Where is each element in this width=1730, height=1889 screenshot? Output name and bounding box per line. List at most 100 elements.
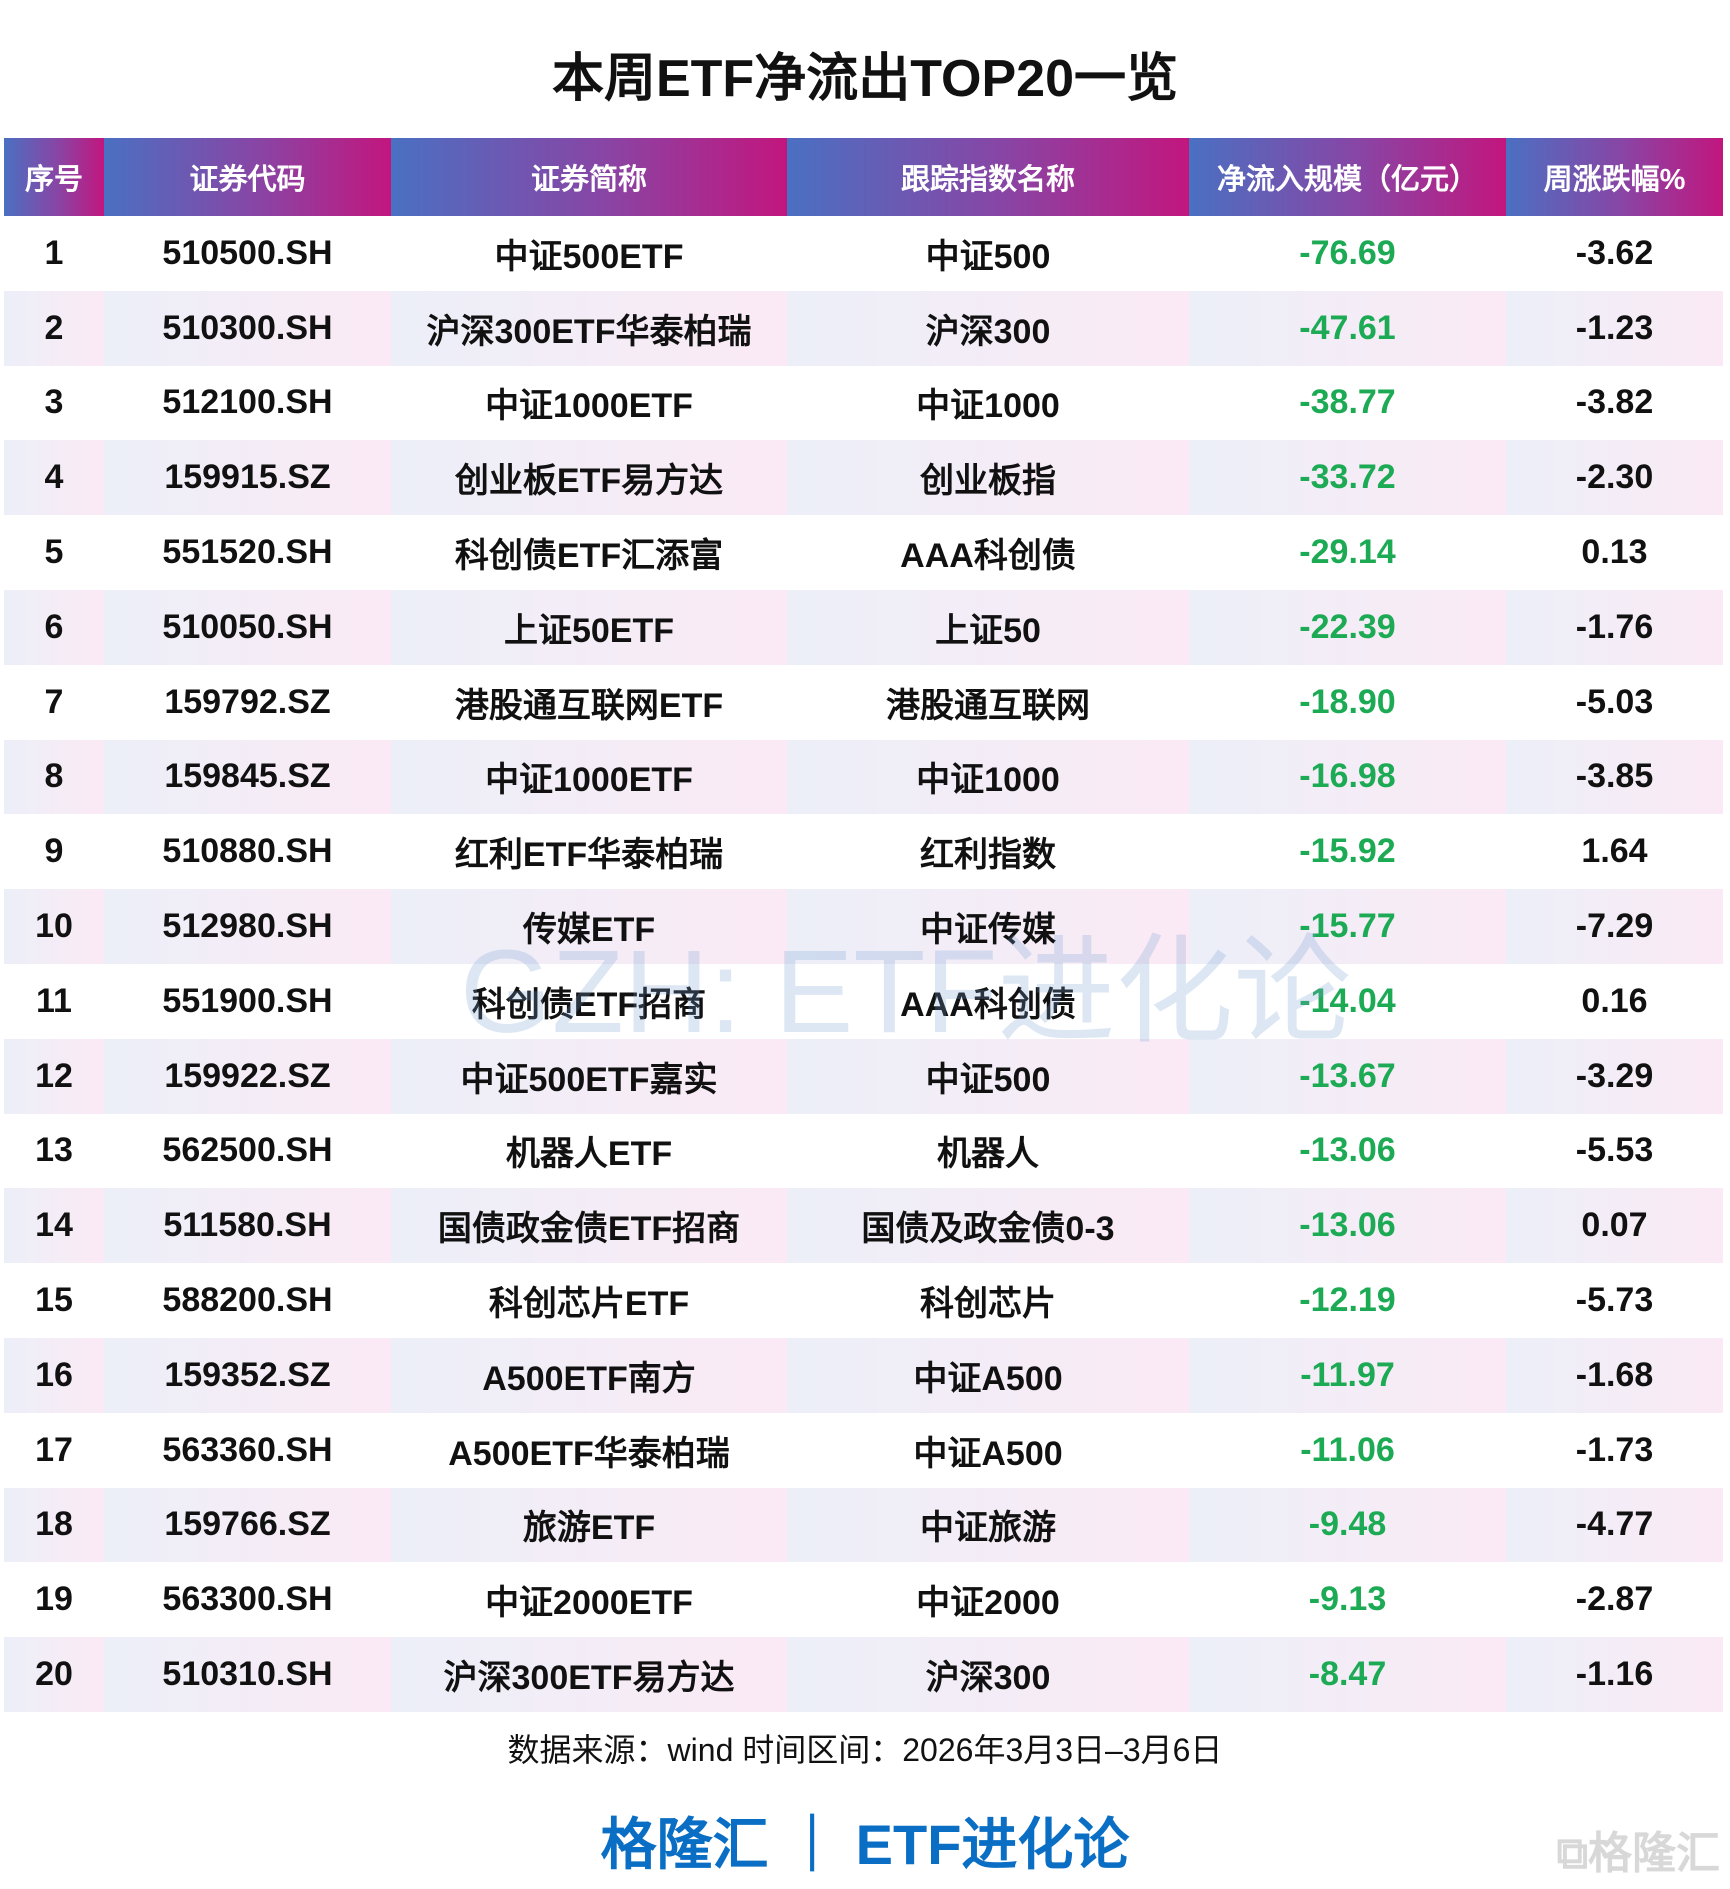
col-code-cell: 562500.SH xyxy=(162,1131,333,1170)
col-net-flow-cell: -15.92 xyxy=(1299,832,1396,871)
col-net-flow-cell: -11.06 xyxy=(1300,1430,1395,1469)
col-code-cell: 159766.SZ xyxy=(104,1487,391,1563)
col-net-flow-cell: -16.98 xyxy=(1189,739,1506,815)
col-index-cell: 2 xyxy=(4,290,104,366)
col-weekly-change-cell: -5.03 xyxy=(1575,682,1654,721)
col-index-name-cell: 科创芯片 xyxy=(920,1285,1056,1324)
col-weekly-change-cell: -1.16 xyxy=(1506,1637,1723,1712)
col-code-cell: 512100.SH xyxy=(162,383,333,422)
header-col-index: 序号 xyxy=(4,138,104,216)
col-name-cell: 科创芯片ETF xyxy=(488,1285,690,1324)
col-index-name-cell: 沪深300 xyxy=(787,1637,1189,1712)
col-code-cell: 551900.SH xyxy=(162,981,333,1020)
col-net-flow-cell: -13.06 xyxy=(1189,1188,1506,1264)
col-index-name-cell: 中证2000 xyxy=(916,1584,1060,1623)
table-row: 16 159352.SZ A500ETF南方 中证A500 -11.97 -1.68 xyxy=(4,1337,1723,1413)
col-index-cell: 19 xyxy=(35,1580,73,1619)
col-net-flow-cell: -76.69 xyxy=(1299,233,1396,272)
col-net-flow-cell: -15.77 xyxy=(1189,889,1506,964)
col-index-cell: 5 xyxy=(44,533,64,572)
col-code-cell: 159352.SZ xyxy=(104,1337,391,1413)
col-index-cell: 15 xyxy=(35,1281,73,1320)
col-index-name-cell: AAA科创债 xyxy=(900,537,1076,576)
col-weekly-change-cell: -3.62 xyxy=(1575,233,1654,272)
col-index-name-cell: 中证1000 xyxy=(787,739,1189,815)
col-name-cell: 国债政金债ETF招商 xyxy=(391,1188,787,1264)
table-row: 18 159766.SZ 旅游ETF 中证旅游 -9.48 -4.77 xyxy=(4,1487,1723,1563)
col-code-cell: 588200.SH xyxy=(162,1281,333,1320)
col-net-flow-cell: -9.13 xyxy=(1308,1580,1387,1619)
col-code-cell: 159922.SZ xyxy=(104,1038,391,1114)
col-index-cell: 20 xyxy=(4,1637,104,1712)
col-index-cell: 3 xyxy=(44,383,64,422)
table-row: 12 159922.SZ 中证500ETF嘉实 中证500 -13.67 -3.29 xyxy=(4,1038,1723,1114)
col-index-cell: 18 xyxy=(4,1487,104,1563)
col-net-flow-cell: -12.19 xyxy=(1299,1281,1396,1320)
col-net-flow-cell: -13.67 xyxy=(1189,1038,1506,1114)
col-name-cell: 中证500ETF嘉实 xyxy=(391,1038,787,1114)
col-index-name-cell: 机器人 xyxy=(937,1135,1039,1174)
col-name-cell: 中证500ETF xyxy=(494,237,684,276)
col-index-name-cell: 沪深300 xyxy=(787,290,1189,366)
col-weekly-change-cell: -1.23 xyxy=(1506,290,1723,366)
col-weekly-change-cell: -2.87 xyxy=(1575,1580,1654,1619)
col-index-cell: 6 xyxy=(4,589,104,665)
table-row: 14 511580.SH 国债政金债ETF招商 国债及政金债0-3 -13.06 0.07 xyxy=(4,1188,1723,1264)
col-net-flow-cell: -47.61 xyxy=(1189,290,1506,366)
col-index-cell: 17 xyxy=(35,1430,73,1469)
col-net-flow-cell: -14.04 xyxy=(1299,981,1396,1020)
table-row: 6 510050.SH 上证50ETF 上证50 -22.39 -1.76 xyxy=(4,589,1723,665)
page-title: 本周ETF净流出TOP20一览 xyxy=(551,50,1178,108)
col-code-cell: 563300.SH xyxy=(162,1580,333,1619)
header-col-net-flow: 净流入规模（亿元） xyxy=(1189,138,1506,216)
col-name-cell: 上证50ETF xyxy=(391,589,787,665)
col-name-cell: 沪深300ETF易方达 xyxy=(391,1637,787,1712)
col-weekly-change-cell: -1.73 xyxy=(1575,1430,1654,1469)
col-weekly-change-cell: 0.13 xyxy=(1581,533,1648,572)
table-row: 19 563300.SH 中证2000ETF 中证2000 -9.13 -2.87 xyxy=(4,1562,1723,1637)
col-net-flow-cell: -33.72 xyxy=(1189,440,1506,516)
col-name-cell: 中证2000ETF xyxy=(485,1584,693,1623)
col-code-cell: 511580.SH xyxy=(104,1188,391,1264)
table-row: 15 588200.SH 科创芯片ETF 科创芯片 -12.19 -5.73 xyxy=(4,1263,1723,1338)
header-col-index-name: 跟踪指数名称 xyxy=(787,138,1189,216)
header-col-code: 证券代码 xyxy=(104,138,391,216)
logo-g-icon: ⧉ xyxy=(1556,1829,1588,1878)
col-index-name-cell: 国债及政金债0-3 xyxy=(787,1188,1189,1264)
col-weekly-change-cell: -3.29 xyxy=(1506,1038,1723,1114)
col-net-flow-cell: -22.39 xyxy=(1189,589,1506,665)
col-net-flow-cell: -11.97 xyxy=(1189,1337,1506,1413)
table-row: 7 159792.SZ 港股通互联网ETF 港股通互联网 -18.90 -5.03 xyxy=(4,665,1723,740)
col-index-cell: 14 xyxy=(4,1188,104,1264)
col-net-flow-cell: -29.14 xyxy=(1299,533,1396,572)
col-index-name-cell: 红利指数 xyxy=(920,836,1056,875)
col-name-cell: A500ETF南方 xyxy=(391,1337,787,1413)
col-code-cell: 510880.SH xyxy=(162,832,333,871)
col-code-cell: 510310.SH xyxy=(104,1637,391,1712)
brand-footer: 格隆汇 ｜ ETF进化论 xyxy=(600,1813,1130,1876)
col-index-cell: 13 xyxy=(35,1131,73,1170)
col-net-flow-cell: -13.06 xyxy=(1299,1131,1396,1170)
col-index-name-cell: 创业板指 xyxy=(787,440,1189,516)
col-code-cell: 510300.SH xyxy=(104,290,391,366)
col-weekly-change-cell: -2.30 xyxy=(1506,440,1723,516)
col-index-name-cell: 中证旅游 xyxy=(787,1487,1189,1563)
col-code-cell: 159792.SZ xyxy=(164,682,331,721)
col-weekly-change-cell: 0.16 xyxy=(1581,981,1648,1020)
col-index-cell: 12 xyxy=(4,1038,104,1114)
col-name-cell: 沪深300ETF华泰柏瑞 xyxy=(391,290,787,366)
col-index-cell: 1 xyxy=(44,233,64,272)
header-col-name: 证券简称 xyxy=(391,138,787,216)
col-name-cell: 科创债ETF汇添富 xyxy=(454,537,724,576)
col-index-cell: 9 xyxy=(44,832,64,871)
col-weekly-change-cell: -3.82 xyxy=(1575,383,1654,422)
col-code-cell: 510050.SH xyxy=(104,589,391,665)
col-index-cell: 4 xyxy=(4,440,104,516)
col-weekly-change-cell: -4.77 xyxy=(1506,1487,1723,1563)
col-name-cell: 传媒ETF xyxy=(391,889,787,964)
col-index-name-cell: 中证A500 xyxy=(913,1434,1063,1473)
col-index-name-cell: 上证50 xyxy=(787,589,1189,665)
col-index-cell: 16 xyxy=(4,1337,104,1413)
table-row: 17 563360.SH A500ETF华泰柏瑞 中证A500 -11.06 -1.73 xyxy=(4,1413,1723,1488)
col-code-cell: 551520.SH xyxy=(162,533,333,572)
